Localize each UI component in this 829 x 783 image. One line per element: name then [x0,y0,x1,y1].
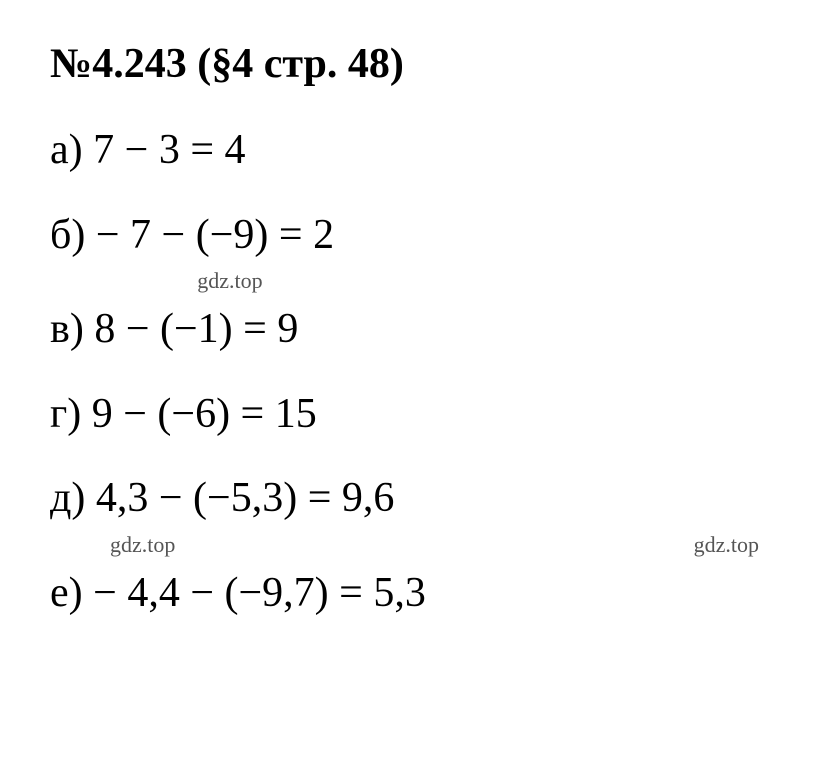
watermark-row: gdz.top gdz.top [50,532,779,558]
equation-e: е) − 4,4 − (−9,7) = 5,3 [50,566,779,621]
watermark-text: gdz.top [140,268,320,294]
equation-g: г) 9 − (−6) = 15 [50,387,779,442]
equation-b: б) − 7 − (−9) = 2 [50,208,779,263]
equation-d: д) 4,3 − (−5,3) = 9,6 [50,471,779,526]
watermark-text: gdz.top [110,532,175,558]
problem-title: №4.243 (§4 стр. 48) [50,40,779,88]
equation-a: а) 7 − 3 = 4 [50,123,779,178]
watermark-text: gdz.top [694,532,759,558]
equation-v: в) 8 − (−1) = 9 [50,302,779,357]
